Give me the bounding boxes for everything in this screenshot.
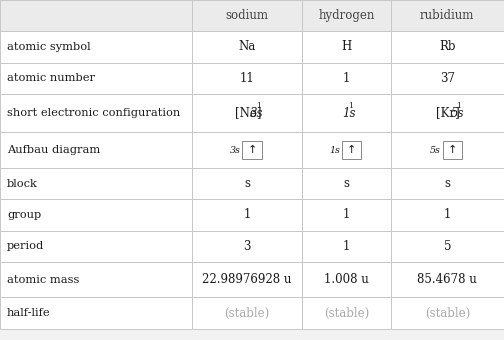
- Text: s: s: [244, 177, 250, 190]
- Bar: [391, 63, 504, 94]
- Text: 1: 1: [343, 208, 350, 221]
- Text: 1: 1: [343, 72, 350, 85]
- Bar: [302, 262, 391, 298]
- Text: Aufbau diagram: Aufbau diagram: [7, 145, 100, 155]
- Text: Na: Na: [238, 40, 256, 53]
- Text: [Ne]: [Ne]: [235, 106, 262, 120]
- Bar: [443, 141, 462, 159]
- Text: 1: 1: [348, 102, 353, 110]
- Text: [Kr]: [Kr]: [436, 106, 460, 120]
- Text: 3s: 3s: [250, 106, 264, 120]
- Text: 1: 1: [256, 102, 261, 110]
- Text: ↑: ↑: [247, 145, 257, 155]
- Text: hydrogen: hydrogen: [319, 9, 374, 22]
- Text: block: block: [7, 178, 38, 189]
- Bar: [192, 132, 302, 168]
- Bar: [0, 199, 192, 231]
- Text: (stable): (stable): [425, 307, 470, 320]
- Text: 1: 1: [343, 240, 350, 253]
- Bar: [0, 63, 192, 94]
- Bar: [0, 262, 192, 298]
- Bar: [391, 262, 504, 298]
- Bar: [242, 141, 262, 159]
- Bar: [302, 63, 391, 94]
- Bar: [0, 94, 192, 132]
- Bar: [192, 298, 302, 329]
- Bar: [0, 31, 192, 63]
- Bar: [302, 31, 391, 63]
- Text: short electronic configuration: short electronic configuration: [7, 108, 180, 118]
- Bar: [192, 199, 302, 231]
- Text: (stable): (stable): [224, 307, 270, 320]
- Bar: [391, 132, 504, 168]
- Text: ↑: ↑: [347, 145, 356, 155]
- Text: 5s: 5s: [430, 146, 441, 155]
- Text: 22.98976928 u: 22.98976928 u: [202, 273, 292, 286]
- Bar: [302, 199, 391, 231]
- Text: 37: 37: [440, 72, 455, 85]
- Text: 1: 1: [444, 208, 451, 221]
- Bar: [302, 298, 391, 329]
- Text: sodium: sodium: [225, 9, 269, 22]
- Text: half-life: half-life: [7, 308, 51, 318]
- Text: atomic symbol: atomic symbol: [7, 42, 91, 52]
- Text: group: group: [7, 210, 41, 220]
- Text: 1: 1: [457, 102, 461, 110]
- Bar: [0, 168, 192, 199]
- Text: 5s: 5s: [450, 106, 464, 120]
- Bar: [302, 132, 391, 168]
- Bar: [391, 199, 504, 231]
- Bar: [391, 231, 504, 262]
- Bar: [0, 298, 192, 329]
- Text: 1s: 1s: [330, 146, 340, 155]
- Text: H: H: [341, 40, 352, 53]
- Bar: [391, 168, 504, 199]
- Bar: [0, 231, 192, 262]
- Text: s: s: [344, 177, 349, 190]
- Text: ↑: ↑: [448, 145, 457, 155]
- Bar: [192, 0, 302, 31]
- Bar: [302, 168, 391, 199]
- Bar: [391, 31, 504, 63]
- Text: s: s: [445, 177, 450, 190]
- Text: 1s: 1s: [342, 106, 356, 120]
- Bar: [192, 31, 302, 63]
- Text: atomic number: atomic number: [7, 73, 95, 83]
- Text: 11: 11: [239, 72, 255, 85]
- Text: 5: 5: [444, 240, 451, 253]
- Bar: [391, 298, 504, 329]
- Text: 1.008 u: 1.008 u: [324, 273, 369, 286]
- Text: (stable): (stable): [324, 307, 369, 320]
- Bar: [391, 0, 504, 31]
- Text: 3s: 3s: [230, 146, 241, 155]
- Bar: [192, 262, 302, 298]
- Bar: [391, 94, 504, 132]
- Bar: [302, 231, 391, 262]
- Text: period: period: [7, 241, 44, 251]
- Bar: [0, 132, 192, 168]
- Bar: [192, 63, 302, 94]
- Text: Rb: Rb: [439, 40, 456, 53]
- Text: 1: 1: [243, 208, 250, 221]
- Bar: [342, 141, 361, 159]
- Bar: [0, 0, 192, 31]
- Bar: [192, 231, 302, 262]
- Bar: [302, 0, 391, 31]
- Bar: [192, 168, 302, 199]
- Text: atomic mass: atomic mass: [7, 275, 80, 285]
- Bar: [302, 94, 391, 132]
- Bar: [192, 94, 302, 132]
- Text: 3: 3: [243, 240, 250, 253]
- Text: rubidium: rubidium: [420, 9, 474, 22]
- Text: 85.4678 u: 85.4678 u: [417, 273, 477, 286]
